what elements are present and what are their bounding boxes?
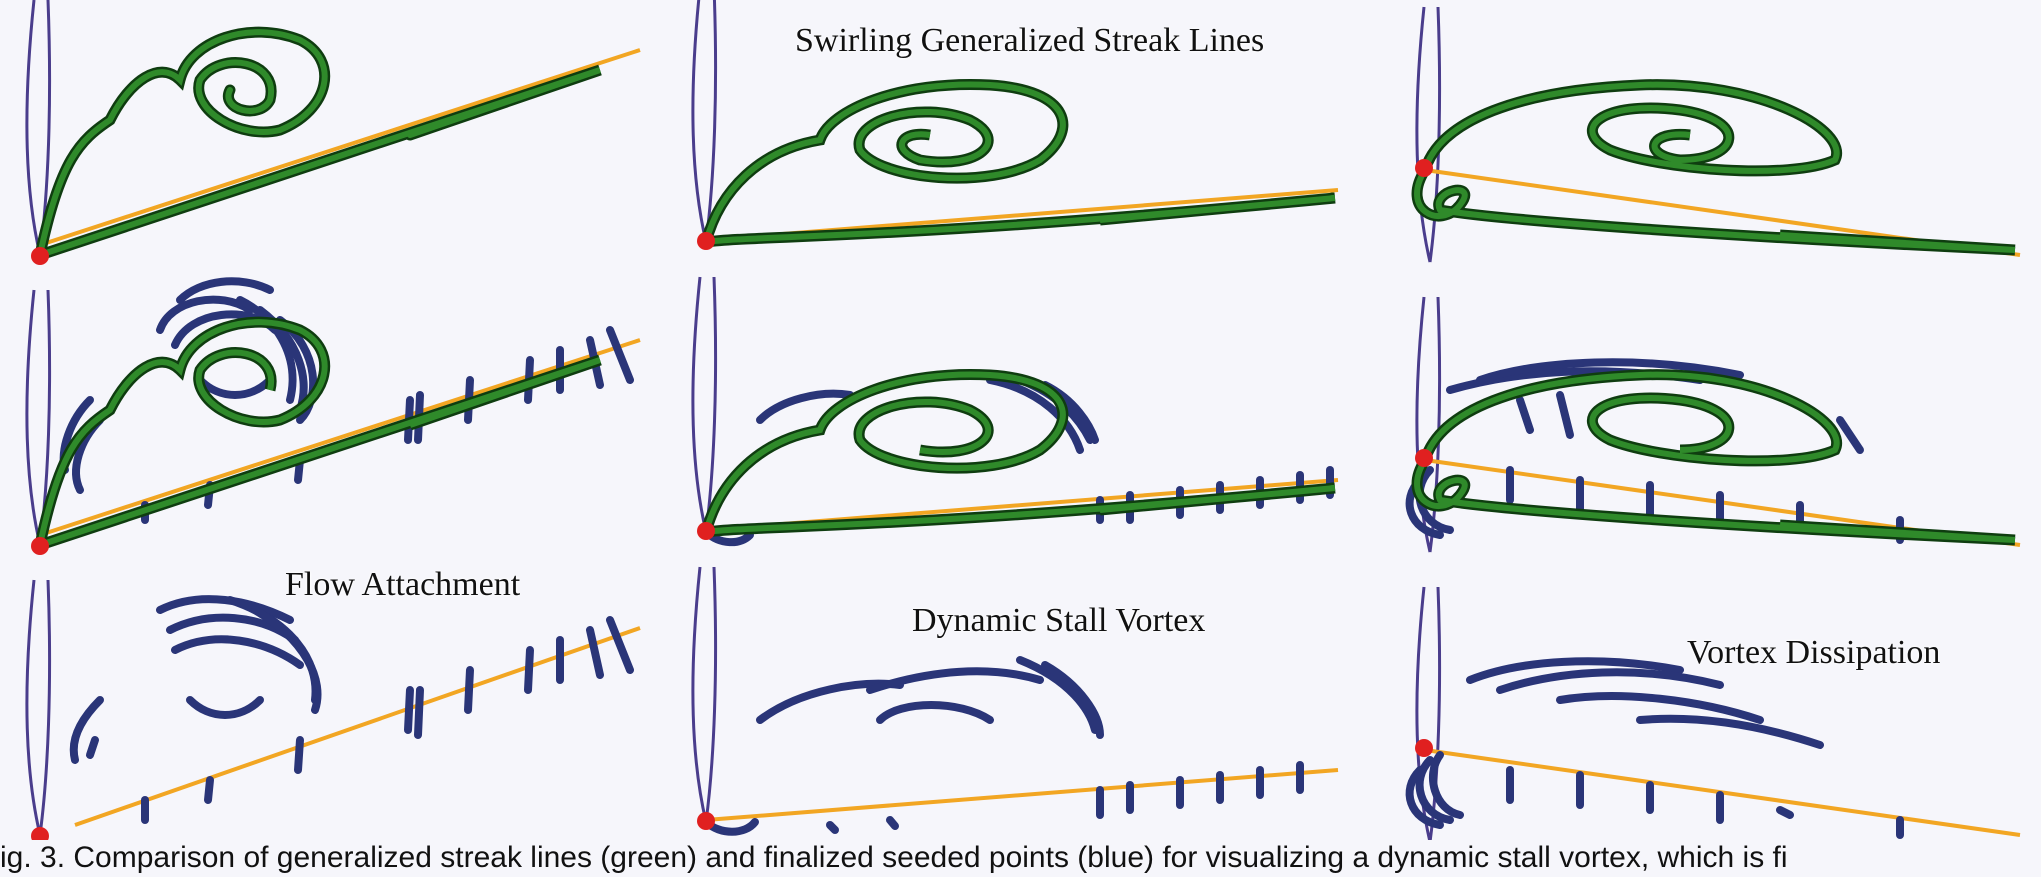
panel-row1-col1 — [25, 0, 641, 265]
panel-row1-col3 — [1411, 5, 2021, 264]
panel-row3-col2 — [691, 565, 1339, 836]
seed-origin-point — [697, 232, 715, 250]
label-dynamic-stall-vortex: Dynamic Stall Vortex — [912, 602, 1206, 639]
streak-line — [700, 78, 1336, 248]
streak-line — [34, 26, 602, 261]
seed-origin-point — [1415, 159, 1433, 177]
seed-origin-point — [1415, 449, 1433, 467]
seed-line — [74, 626, 641, 827]
seed-points — [69, 595, 634, 824]
panel-row2-col2 — [691, 275, 1339, 547]
streak-line — [34, 316, 602, 551]
label-vortex-dissipation: Vortex Dissipation — [1687, 634, 1941, 671]
seed-origin-point — [31, 537, 49, 555]
panel-row3-col3 — [1405, 585, 2021, 840]
seed-origin-point — [31, 827, 49, 840]
airfoil-outline — [691, 0, 718, 244]
panel-row1-col2 — [691, 0, 1339, 250]
streak-line — [1411, 369, 2016, 546]
seed-origin-point — [697, 522, 715, 540]
label-swirling-streak-lines: Swirling Generalized Streak Lines — [795, 22, 1265, 59]
airfoil-outline — [1415, 5, 1442, 264]
seed-line — [39, 338, 641, 537]
panel-row3-col1 — [25, 578, 641, 840]
seed-line — [705, 768, 1339, 822]
figure-canvas — [25, 0, 2021, 840]
seed-line — [39, 48, 641, 247]
panel-row2-col1 — [25, 277, 641, 555]
airfoil-outline — [25, 578, 52, 837]
airfoil-outline — [691, 275, 718, 534]
seed-origin-point — [31, 247, 49, 265]
seed-points — [1405, 657, 1904, 839]
figure-caption: ig. 3. Comparison of generalized streak … — [0, 841, 1788, 874]
seed-origin-point — [697, 812, 715, 830]
streak-line — [700, 368, 1336, 538]
label-flow-attachment: Flow Attachment — [285, 566, 521, 603]
streak-line — [1411, 79, 2016, 256]
panel-row2-col3 — [1405, 295, 2021, 554]
airfoil-outline — [691, 565, 718, 824]
seed-points — [702, 656, 1304, 836]
seed-points — [59, 277, 634, 524]
seed-origin-point — [1415, 739, 1433, 757]
